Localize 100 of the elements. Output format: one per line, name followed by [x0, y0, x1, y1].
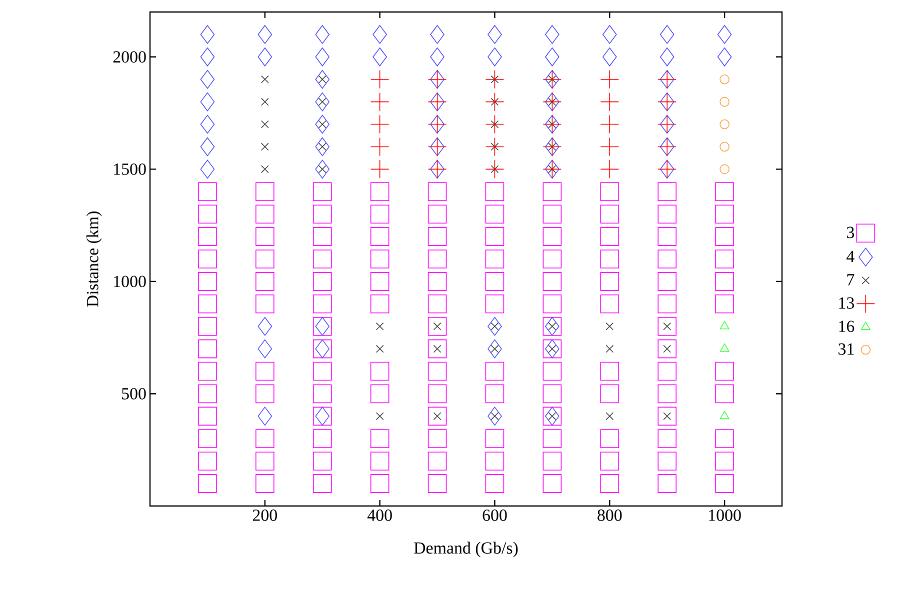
x-tick-label: 1000: [709, 510, 741, 521]
point: [660, 25, 674, 44]
point: [548, 75, 556, 84]
legend-label: 16: [839, 320, 854, 332]
point: [606, 344, 614, 353]
point: [602, 25, 617, 44]
point: [370, 70, 390, 89]
point: [315, 25, 330, 44]
point: [548, 322, 556, 330]
x-tick-label: 800: [598, 510, 622, 521]
point: [315, 92, 330, 112]
point: [200, 92, 215, 112]
point: [606, 412, 614, 420]
point: [258, 25, 272, 44]
point: [485, 160, 504, 179]
point: [545, 48, 560, 66]
point: [260, 98, 269, 106]
point: [548, 142, 556, 151]
point: [720, 119, 730, 130]
point: [545, 339, 560, 358]
legend-label: 7: [847, 274, 854, 286]
point: [488, 25, 502, 44]
point: [200, 114, 215, 134]
point: [318, 165, 326, 174]
point: [200, 48, 215, 66]
point: [485, 92, 504, 112]
point: [488, 406, 502, 426]
point: [260, 142, 269, 151]
point: [545, 316, 560, 336]
point: [720, 164, 730, 174]
point: [372, 25, 387, 44]
point: [318, 120, 326, 128]
point: [258, 316, 272, 336]
point: [485, 114, 504, 134]
point: [376, 322, 384, 330]
point: [602, 48, 617, 66]
point: [370, 160, 390, 179]
point: [260, 120, 269, 128]
point: [548, 120, 556, 128]
y-axis-title: Distance (km): [86, 212, 102, 307]
x-axis-title: Demand (Gb/s): [414, 542, 518, 558]
point: [200, 70, 215, 89]
point: [600, 92, 620, 112]
point: [315, 339, 330, 358]
point: [600, 137, 620, 156]
point: [315, 316, 330, 336]
point: [315, 137, 330, 156]
point: [370, 114, 390, 134]
point: [490, 75, 499, 84]
point: [258, 339, 272, 358]
point: [488, 48, 502, 66]
point: [720, 142, 730, 152]
point: [488, 339, 502, 358]
point: [545, 406, 560, 426]
point: [606, 322, 614, 330]
point: [600, 160, 620, 179]
point: [490, 98, 499, 106]
point: [490, 142, 499, 151]
point: [258, 406, 272, 426]
point: [548, 344, 556, 353]
x-tick-label: 200: [252, 510, 277, 521]
point: [720, 74, 730, 84]
point: [376, 344, 384, 353]
y-tick-label: 2000: [113, 51, 146, 63]
point: [490, 412, 499, 420]
point: [488, 316, 502, 336]
point: [318, 98, 326, 106]
y-tick-label: 1000: [114, 276, 146, 288]
point: [490, 120, 499, 128]
point: [318, 142, 326, 151]
point: [490, 344, 499, 353]
point: [200, 137, 215, 156]
x-tick-label: 600: [482, 510, 507, 521]
point: [260, 75, 269, 84]
point: [717, 48, 732, 66]
point: [200, 160, 215, 179]
point: [720, 96, 730, 107]
point: [548, 98, 556, 106]
point: [548, 412, 556, 420]
point: [260, 165, 269, 174]
point: [315, 70, 330, 89]
x-tick-label: 400: [367, 510, 392, 521]
y-tick-label: 1500: [114, 163, 146, 175]
point: [490, 165, 499, 174]
point: [315, 48, 330, 66]
legend-label: 31: [838, 343, 854, 355]
point: [600, 114, 620, 134]
point: [485, 70, 504, 89]
point: [430, 25, 444, 44]
point: [376, 412, 384, 420]
point: [720, 343, 730, 352]
point: [717, 25, 732, 44]
point: [545, 25, 560, 44]
point: [490, 322, 499, 330]
point: [258, 48, 272, 66]
point: [370, 137, 390, 156]
point: [318, 75, 326, 84]
point: [600, 70, 620, 89]
legend-label: 3: [847, 226, 854, 238]
legend-label: 13: [839, 297, 854, 309]
